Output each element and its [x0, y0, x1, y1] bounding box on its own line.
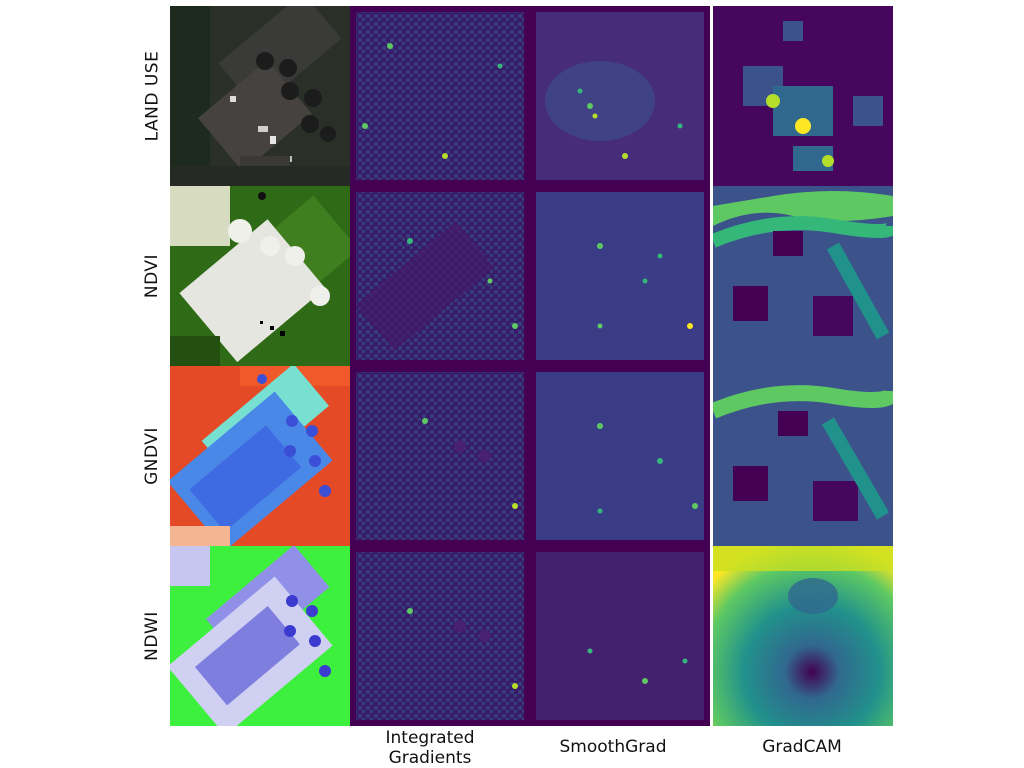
row-label-ndwi: NDWI — [142, 611, 163, 661]
gndvi-integrated-gradients-map — [350, 366, 530, 546]
row-label-ndvi: NDVI — [142, 253, 162, 299]
land-use-smoothgrad-map — [530, 6, 710, 186]
gndvi-image — [170, 366, 350, 546]
ndvi-gradcam-map — [713, 186, 893, 366]
land-use-integrated-gradients-map — [350, 6, 530, 186]
gradcam-column-divider — [711, 6, 713, 728]
ndwi-gradcam-map — [713, 546, 893, 726]
col-label-gradcam: GradCAM — [762, 737, 842, 757]
row-label-gndvi: GNDVI — [142, 427, 163, 485]
ndwi-image — [170, 546, 350, 726]
row-label-land-use: LAND USE — [142, 50, 162, 142]
ndvi-image — [170, 186, 350, 366]
ndvi-integrated-gradients-map — [350, 186, 530, 366]
land-use-satellite-image — [170, 6, 350, 186]
ndwi-integrated-gradients-map — [350, 546, 530, 726]
ndwi-smoothgrad-map — [530, 546, 710, 726]
land-use-gradcam-map — [713, 6, 893, 186]
ndvi-smoothgrad-map — [530, 186, 710, 366]
gndvi-gradcam-map — [713, 366, 893, 546]
col-label-integrated-gradients: Integrated Gradients — [385, 728, 475, 768]
col-label-smoothgrad: SmoothGrad — [559, 737, 667, 757]
gndvi-smoothgrad-map — [530, 366, 710, 546]
